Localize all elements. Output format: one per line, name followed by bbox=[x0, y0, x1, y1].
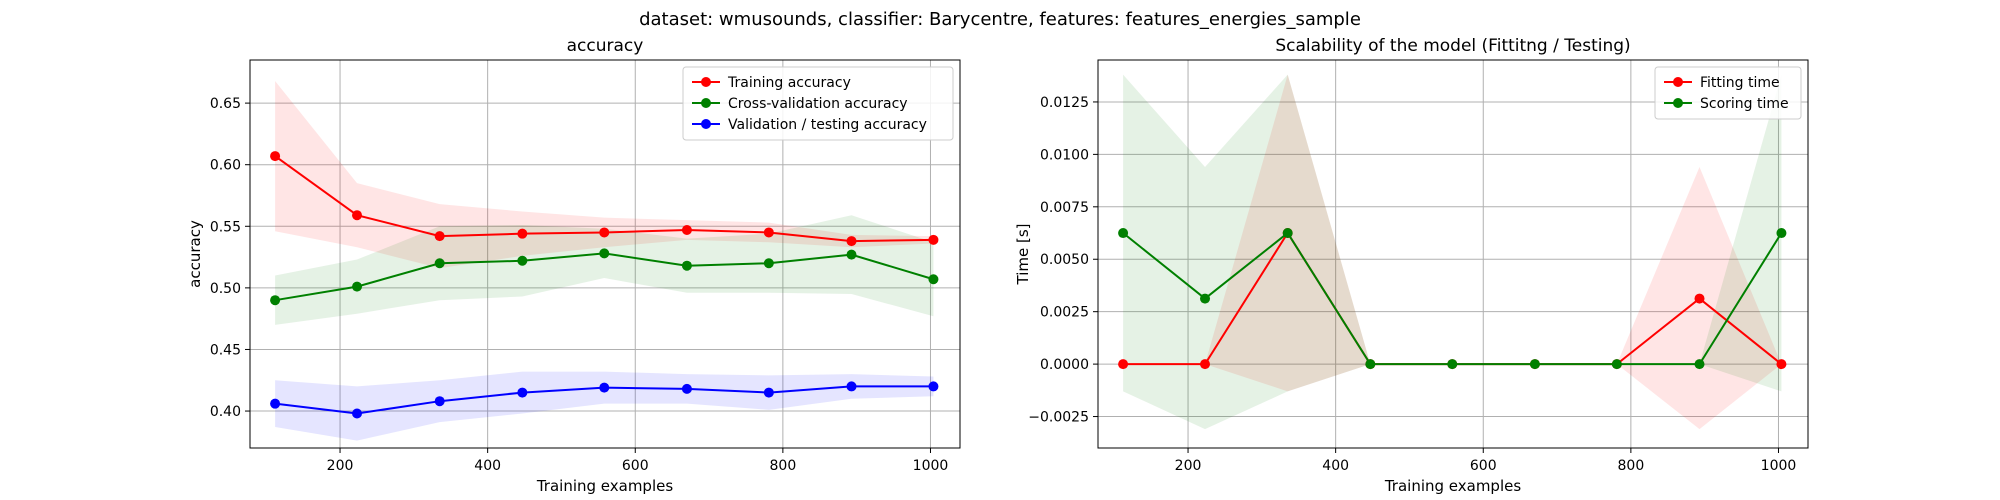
p0-point-cross-validation-accuracy-7 bbox=[846, 249, 857, 260]
p1-xtick-label-2: 600 bbox=[1470, 458, 1497, 474]
p0-point-validation-testing-accuracy-3 bbox=[517, 387, 528, 398]
p1-ytick-label-0: −0.0025 bbox=[1028, 410, 1089, 426]
p0-x-axis-title: Training examples bbox=[536, 477, 674, 495]
p1-point-scoring-time-8 bbox=[1776, 228, 1787, 239]
p0-point-validation-testing-accuracy-5 bbox=[681, 383, 692, 394]
p0-point-training-accuracy-4 bbox=[599, 227, 610, 238]
p1-xtick-label-4: 1000 bbox=[1761, 458, 1797, 474]
p1-ytick-label-2: 0.0025 bbox=[1040, 305, 1089, 321]
p0-legend: Training accuracy Cross-validation accura… bbox=[682, 66, 954, 141]
p1-point-scoring-time-2 bbox=[1282, 228, 1293, 239]
p1-point-scoring-time-6 bbox=[1611, 359, 1622, 370]
accuracy-panel: 200 400 600 800 1000 0.40 0.45 0.50 0.55 0.60 0.65… bbox=[186, 36, 961, 495]
p0-point-training-accuracy-6 bbox=[763, 227, 774, 238]
p0-point-validation-testing-accuracy-0 bbox=[270, 398, 281, 409]
p1-axes-frame bbox=[1097, 59, 1809, 449]
p0-point-cross-validation-accuracy-8 bbox=[928, 274, 939, 285]
p0-ytick-label-5: 0.65 bbox=[210, 96, 241, 112]
p1-band-fitting-time bbox=[1123, 74, 1782, 430]
p0-xtick-label-1: 400 bbox=[474, 458, 501, 474]
p0-point-training-accuracy-7 bbox=[846, 236, 857, 247]
figure-suptitle: dataset: wmusounds, classifier: Barycent… bbox=[639, 9, 1361, 30]
p0-point-training-accuracy-1 bbox=[352, 210, 363, 221]
p0-legend-label-cross-validation-accuracy: Cross-validation accuracy bbox=[728, 96, 908, 112]
p0-point-training-accuracy-5 bbox=[681, 224, 692, 235]
p1-legend-marker-fitting-time bbox=[1673, 77, 1683, 87]
p1-legend-marker-scoring-time bbox=[1673, 98, 1683, 108]
p1-point-fitting-time-7 bbox=[1694, 293, 1705, 304]
p0-xtick-label-2: 600 bbox=[622, 458, 649, 474]
p1-point-fitting-time-1 bbox=[1200, 359, 1211, 370]
p0-y-axis-title: accuracy bbox=[186, 220, 204, 288]
p1-point-scoring-time-7 bbox=[1694, 359, 1705, 370]
p1-legend-box bbox=[1654, 66, 1802, 120]
p0-xtick-label-0: 200 bbox=[327, 458, 354, 474]
p0-point-validation-testing-accuracy-8 bbox=[928, 381, 939, 392]
p1-legend-label-scoring-time: Scoring time bbox=[1700, 96, 1789, 112]
p0-legend-label-validation-testing-accuracy: Validation / testing accuracy bbox=[728, 117, 927, 133]
p1-point-fitting-time-8 bbox=[1776, 359, 1787, 370]
p0-point-cross-validation-accuracy-0 bbox=[270, 295, 281, 306]
p0-ytick-label-0: 0.40 bbox=[210, 404, 241, 420]
p0-ytick-label-1: 0.45 bbox=[210, 342, 241, 358]
p0-xtick-label-3: 800 bbox=[770, 458, 797, 474]
p0-point-cross-validation-accuracy-5 bbox=[681, 260, 692, 271]
p0-point-validation-testing-accuracy-2 bbox=[434, 396, 445, 407]
p1-x-axis-title: Training examples bbox=[1384, 477, 1522, 495]
p1-ytick-label-6: 0.0125 bbox=[1040, 95, 1089, 111]
p1-point-scoring-time-4 bbox=[1447, 359, 1458, 370]
p0-legend-label-training-accuracy: Training accuracy bbox=[727, 75, 851, 91]
scalability-panel: 200 400 600 800 1000 −0.0025 0.0000 0.0025 0.005… bbox=[1014, 36, 1809, 495]
p1-legend-label-fitting-time: Fitting time bbox=[1700, 75, 1780, 91]
p1-point-fitting-time-0 bbox=[1118, 359, 1129, 370]
p0-band-validation-testing-accuracy bbox=[275, 371, 934, 441]
p1-y-axis-title: Time [s] bbox=[1014, 224, 1032, 286]
p0-point-training-accuracy-3 bbox=[517, 228, 528, 239]
p0-point-cross-validation-accuracy-1 bbox=[352, 281, 363, 292]
p0-axes-frame bbox=[249, 59, 961, 449]
p1-point-scoring-time-1 bbox=[1200, 293, 1211, 304]
p0-point-cross-validation-accuracy-3 bbox=[517, 255, 528, 266]
p0-ytick-label-2: 0.50 bbox=[210, 281, 241, 297]
p0-point-validation-testing-accuracy-7 bbox=[846, 381, 857, 392]
p0-ytick-label-4: 0.60 bbox=[210, 158, 241, 174]
p0-point-validation-testing-accuracy-4 bbox=[599, 382, 610, 393]
p1-ytick-label-1: 0.0000 bbox=[1040, 357, 1089, 373]
p1-band-scoring-time bbox=[1123, 74, 1782, 430]
p0-point-training-accuracy-0 bbox=[270, 151, 281, 162]
p1-point-scoring-time-3 bbox=[1365, 359, 1376, 370]
p0-point-validation-testing-accuracy-6 bbox=[763, 387, 774, 398]
p1-xtick-label-3: 800 bbox=[1618, 458, 1645, 474]
p0-point-training-accuracy-8 bbox=[928, 234, 939, 245]
p0-legend-marker-training-accuracy bbox=[701, 77, 711, 87]
p1-xtick-label-1: 400 bbox=[1322, 458, 1349, 474]
p1-ytick-label-4: 0.0075 bbox=[1040, 200, 1089, 216]
p0-point-cross-validation-accuracy-2 bbox=[434, 258, 445, 269]
p1-legend: Fitting time Scoring time bbox=[1654, 66, 1802, 120]
p0-point-training-accuracy-2 bbox=[434, 231, 445, 242]
p0-legend-marker-cross-validation-accuracy bbox=[701, 98, 711, 108]
p1-point-scoring-time-0 bbox=[1118, 228, 1129, 239]
p0-point-validation-testing-accuracy-1 bbox=[352, 408, 363, 419]
p0-xtick-label-4: 1000 bbox=[913, 458, 949, 474]
p0-legend-marker-validation-testing-accuracy bbox=[701, 119, 711, 129]
p0-point-cross-validation-accuracy-6 bbox=[763, 258, 774, 269]
p1-ytick-label-3: 0.0050 bbox=[1040, 252, 1089, 268]
p0-ytick-label-3: 0.55 bbox=[210, 219, 241, 235]
p1-plot-title: Scalability of the model (Fittitng / Tes… bbox=[1275, 36, 1630, 56]
p0-point-cross-validation-accuracy-4 bbox=[599, 248, 610, 259]
p0-band-training-accuracy bbox=[275, 80, 934, 269]
p1-xtick-label-0: 200 bbox=[1175, 458, 1202, 474]
p0-band-cross-validation-accuracy bbox=[275, 215, 934, 325]
p1-point-scoring-time-5 bbox=[1529, 359, 1540, 370]
p0-plot-title: accuracy bbox=[567, 36, 644, 56]
p0-legend-box bbox=[682, 66, 954, 141]
p1-ytick-label-5: 0.0100 bbox=[1040, 147, 1089, 163]
